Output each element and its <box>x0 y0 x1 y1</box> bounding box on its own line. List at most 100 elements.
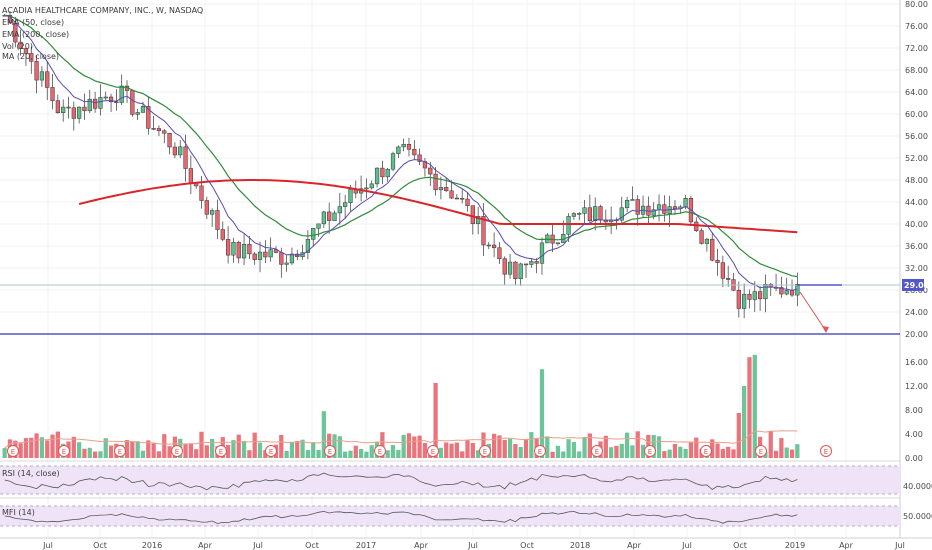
price-tick-label: 76.00 <box>905 22 928 31</box>
volume-bar <box>784 447 789 458</box>
candle <box>646 196 651 224</box>
candle <box>178 140 183 159</box>
earnings-marker[interactable]: E <box>114 445 126 457</box>
candle <box>305 230 311 260</box>
candle <box>523 263 529 278</box>
rsi-axis-label: 40.0000 <box>903 482 932 491</box>
volume-tick-label: 12.00 <box>905 382 928 391</box>
volume-bar <box>29 437 34 458</box>
candle <box>401 138 406 152</box>
earnings-marker[interactable]: E <box>215 445 227 457</box>
candle <box>550 223 555 253</box>
volume-bar <box>406 433 412 458</box>
volume-bar <box>396 449 401 458</box>
time-tick-label: Jul <box>467 541 478 550</box>
candle <box>220 221 225 242</box>
candle <box>156 125 162 137</box>
candle <box>577 212 582 221</box>
candle <box>752 281 757 312</box>
candle <box>167 132 172 155</box>
candle <box>454 194 459 200</box>
volume-bar <box>130 441 135 458</box>
price-tick-label: 48.00 <box>905 176 928 185</box>
volume-bar <box>545 436 550 458</box>
svg-text:E: E <box>269 448 273 456</box>
candle <box>422 158 428 177</box>
earnings-marker[interactable]: E <box>58 445 70 457</box>
time-tick-label: Jul <box>42 541 53 550</box>
earnings-marker[interactable]: E <box>755 445 767 457</box>
volume-bar <box>470 442 475 458</box>
volume-bar <box>156 451 162 458</box>
candle <box>412 140 417 160</box>
time-tick-label: Apr <box>414 541 429 550</box>
price-tick-label: 24.00 <box>905 308 928 317</box>
candle <box>502 256 507 286</box>
volume-bar <box>241 440 247 458</box>
candle <box>284 254 289 272</box>
volume-bar <box>635 431 640 458</box>
volume-bar <box>45 440 50 458</box>
candle <box>268 237 273 262</box>
legend-vol: Vol (20) <box>2 42 33 51</box>
volume-bar <box>571 442 577 458</box>
svg-text:E: E <box>378 448 382 456</box>
volume-bar <box>332 434 337 458</box>
candle <box>742 283 747 319</box>
volume-bar <box>284 450 289 458</box>
volume-bar <box>98 451 103 458</box>
legend-ema200: EMA (200, close) <box>2 30 69 39</box>
time-tick-label: Apr <box>198 541 213 550</box>
candle <box>273 246 279 254</box>
volume-ma-line <box>4 430 798 449</box>
earnings-marker[interactable]: E <box>534 445 546 457</box>
volume-bar <box>672 444 678 458</box>
time-tick-label: Apr <box>627 541 642 550</box>
candle <box>327 202 332 234</box>
volume-bar <box>348 450 353 458</box>
svg-text:E: E <box>431 448 435 456</box>
projection-arrow[interactable] <box>799 291 827 332</box>
earnings-marker[interactable]: E <box>427 445 439 457</box>
earnings-marker[interactable]: E <box>374 445 386 457</box>
volume-bar <box>295 441 300 458</box>
volume-bar <box>582 437 587 458</box>
candle <box>34 55 39 94</box>
candle <box>571 211 577 220</box>
volume-bar <box>390 445 396 458</box>
volume-bar <box>678 446 683 458</box>
volume-bar <box>736 413 741 458</box>
volume-tick-label: 16.00 <box>905 358 928 367</box>
price-tick-label: 20.00 <box>905 330 928 339</box>
earnings-marker[interactable]: E <box>479 445 491 457</box>
earnings-marker[interactable]: E <box>7 445 19 457</box>
time-tick-label: Jul <box>894 541 905 550</box>
candle <box>545 233 550 244</box>
candle <box>311 228 316 247</box>
candle <box>390 151 396 172</box>
earnings-marker[interactable]: E <box>265 445 277 457</box>
earnings-marker[interactable]: E <box>644 445 656 457</box>
volume-bar <box>2 448 7 458</box>
earnings-marker[interactable]: E <box>171 445 183 457</box>
volume-bar <box>199 431 204 458</box>
svg-text:E: E <box>483 448 487 456</box>
volume-bar <box>710 439 715 458</box>
earnings-marker[interactable]: E <box>324 445 336 457</box>
volume-bar <box>550 451 555 458</box>
candle <box>630 186 635 201</box>
volume-bar <box>465 440 470 458</box>
earnings-marker[interactable]: E <box>591 445 603 457</box>
volume-bar <box>103 438 108 458</box>
time-tick-label: Jul <box>681 541 692 550</box>
price-tick-label: 32.00 <box>905 264 928 273</box>
candle <box>29 46 34 74</box>
candle <box>465 192 470 212</box>
earnings-marker[interactable]: E <box>820 445 832 457</box>
volume-bar <box>789 449 795 458</box>
candle <box>726 265 731 287</box>
candle <box>172 142 178 159</box>
earnings-marker[interactable]: E <box>700 445 712 457</box>
volume-bar <box>146 440 151 458</box>
